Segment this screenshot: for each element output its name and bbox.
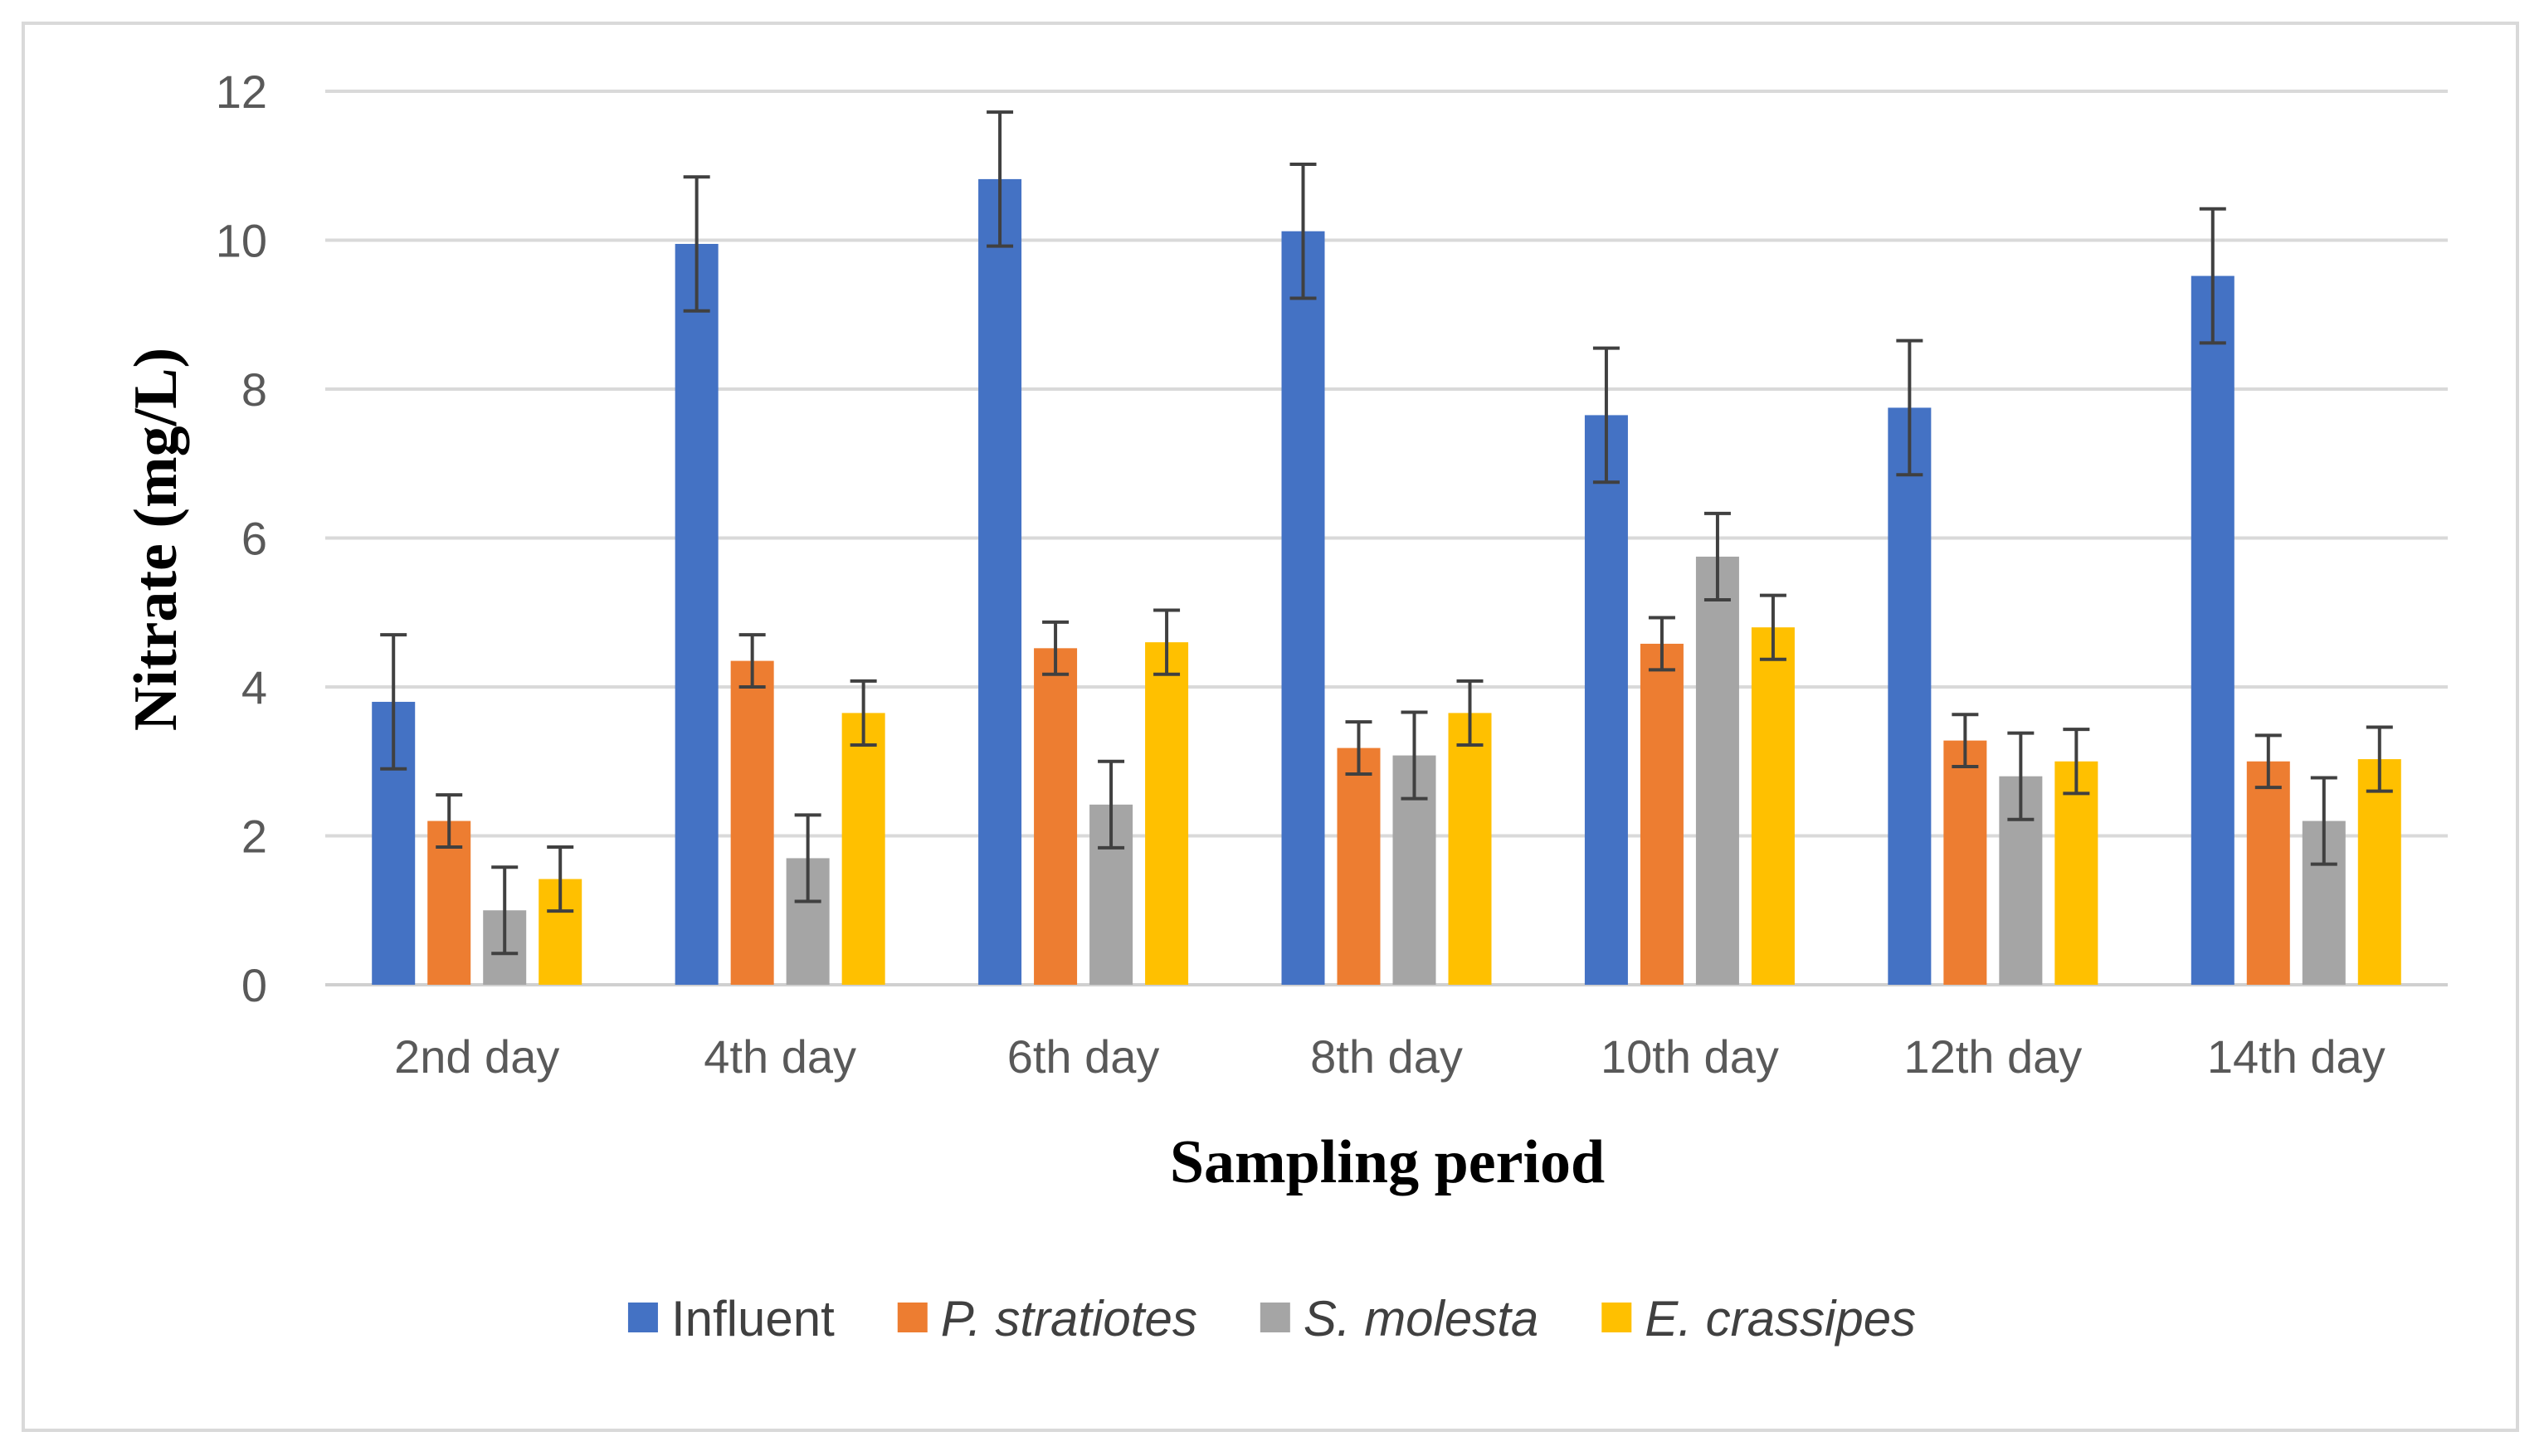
x-tick-label: 12th day	[1903, 1030, 2082, 1083]
bar-p-stratiotes-6	[1943, 740, 1987, 985]
bars	[372, 178, 2401, 986]
bar-e-crassipes-6	[2054, 761, 2098, 985]
bar-e-crassipes-4	[1448, 713, 1492, 985]
bar-e-crassipes-3	[1145, 642, 1189, 985]
x-tick-label: 8th day	[1310, 1030, 1463, 1083]
legend-swatch	[1260, 1303, 1290, 1332]
bar-s-molesta-5	[1695, 556, 1739, 985]
bar-influent-7	[2191, 275, 2235, 986]
bar-influent-2	[675, 243, 719, 985]
bar-influent-3	[978, 178, 1022, 985]
error-bars	[380, 110, 2393, 956]
gridlines	[325, 90, 2448, 986]
legend-swatch	[1601, 1303, 1632, 1332]
x-tick-label: 14th day	[2207, 1030, 2386, 1083]
legend: Influent P. stratiotes S. molesta E. crassi…	[627, 1291, 1916, 1346]
legend-label: S. molesta	[1304, 1291, 1538, 1346]
y-tick-label: 6	[241, 513, 267, 565]
y-tick-label: 0	[241, 959, 267, 1011]
x-axis-title: Sampling period	[1170, 1128, 1605, 1196]
legend-label: Influent	[671, 1291, 835, 1346]
bar-p-stratiotes-3	[1034, 648, 1078, 985]
bar-p-stratiotes-7	[2246, 761, 2290, 985]
legend-label: E. crassipes	[1645, 1291, 1916, 1346]
y-axis-title: Nitrate (mg/L)	[122, 348, 190, 731]
y-tick-label: 8	[241, 363, 267, 416]
bar-e-crassipes-2	[841, 713, 885, 985]
bar-influent-5	[1584, 415, 1628, 986]
y-tick-label: 12	[216, 66, 267, 118]
bar-e-crassipes-7	[2357, 759, 2401, 985]
x-tick-label: 4th day	[704, 1030, 856, 1083]
legend-item: P. stratiotes	[897, 1291, 1197, 1346]
legend-item: Influent	[627, 1291, 835, 1346]
legend-swatch	[627, 1303, 658, 1332]
bar-p-stratiotes-5	[1640, 643, 1684, 985]
x-tick-label: 2nd day	[394, 1030, 559, 1083]
legend-swatch	[897, 1303, 928, 1332]
x-tick-labels: 2nd day 4th day 6th day 8th day 10th day 12th…	[394, 1030, 2386, 1083]
x-tick-label: 10th day	[1601, 1030, 1779, 1083]
y-tick-label: 10	[216, 215, 267, 267]
bar-e-crassipes-5	[1751, 627, 1795, 985]
x-tick-label: 6th day	[1007, 1030, 1160, 1083]
y-tick-labels: 0 2 4 6 8 10 12	[216, 66, 267, 1011]
legend-label: P. stratiotes	[941, 1291, 1197, 1346]
y-tick-label: 2	[241, 811, 267, 863]
bar-p-stratiotes-2	[730, 660, 774, 985]
bar-influent-4	[1281, 231, 1325, 986]
bar-p-stratiotes-4	[1337, 747, 1381, 985]
bar-influent-6	[1888, 407, 1932, 985]
legend-item: E. crassipes	[1601, 1291, 1916, 1346]
legend-item: S. molesta	[1260, 1291, 1538, 1346]
y-tick-label: 4	[241, 661, 267, 713]
chart-frame	[22, 22, 2519, 1432]
